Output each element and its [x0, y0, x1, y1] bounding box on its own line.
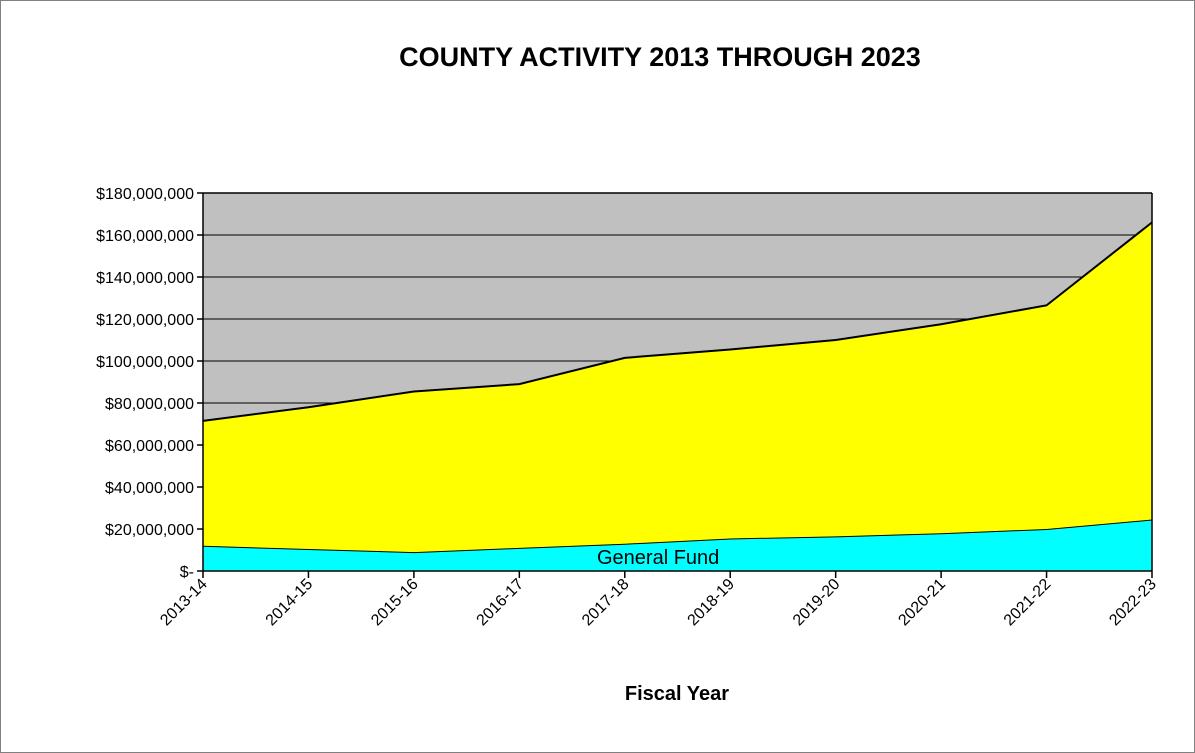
x-tick-label: 2014-15	[263, 576, 317, 630]
x-tick-label: 2017-18	[579, 576, 633, 630]
y-tick-label: $180,000,000	[96, 186, 194, 203]
y-axis-ticks: $- $20,000,000 $40,000,000 $60,000,000 $80,0…	[96, 186, 203, 581]
y-tick-label: $40,000,000	[105, 480, 194, 497]
y-tick-label: $20,000,000	[105, 522, 194, 539]
y-tick-label: $100,000,000	[96, 354, 194, 371]
x-tick-label: 2021-22	[1001, 576, 1055, 630]
x-axis-ticks: 2013-14 2014-15 2015-16 2016-17 2017-18 2018-…	[157, 571, 1160, 629]
x-tick-label: 2020-21	[895, 576, 949, 630]
y-tick-label: $-	[180, 564, 194, 581]
x-tick-label: 2016-17	[474, 576, 528, 630]
series-area-1	[203, 222, 1152, 553]
y-tick-label: $160,000,000	[96, 228, 194, 245]
y-tick-label: $80,000,000	[105, 396, 194, 413]
chart-title: COUNTY ACTIVITY 2013 THROUGH 2023	[399, 42, 921, 72]
x-tick-label: 2013-14	[157, 576, 211, 630]
series-area-0	[203, 519, 1152, 571]
series-line-1	[202, 221, 1153, 422]
y-tick-label: $140,000,000	[96, 270, 194, 287]
annotation-general-fund: General Fund	[597, 547, 719, 569]
x-axis-label: Fiscal Year	[625, 683, 729, 705]
series-areas	[202, 221, 1153, 571]
x-tick-label: 2019-20	[790, 576, 844, 630]
axes	[202, 192, 1153, 572]
x-tick-label: 2018-19	[685, 576, 739, 630]
y-tick-label: $60,000,000	[105, 438, 194, 455]
x-tick-label: 2015-16	[368, 576, 422, 630]
y-tick-label: $120,000,000	[96, 312, 194, 329]
x-tick-label: 2022-23	[1106, 576, 1160, 630]
